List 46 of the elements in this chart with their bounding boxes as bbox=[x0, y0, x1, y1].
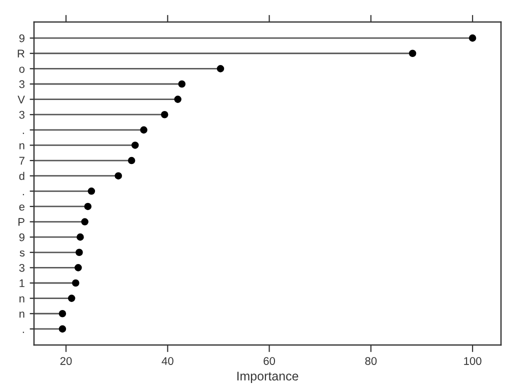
y-tick-label: . bbox=[22, 332, 24, 333]
point bbox=[72, 279, 80, 287]
y-tick-label: 9 bbox=[19, 34, 24, 42]
point bbox=[76, 248, 83, 256]
point bbox=[114, 172, 122, 180]
x-tick-label: 80 bbox=[365, 357, 377, 365]
point bbox=[140, 126, 148, 134]
point bbox=[131, 142, 139, 149]
y-tick-label: P bbox=[18, 218, 24, 226]
y-tick-label: s bbox=[20, 250, 25, 257]
point bbox=[58, 325, 66, 333]
y-tick-label: n bbox=[20, 312, 24, 318]
point bbox=[128, 156, 136, 164]
point bbox=[216, 65, 224, 72]
point bbox=[68, 294, 76, 302]
y-tick-label: . bbox=[22, 132, 24, 134]
y-tick-label: V bbox=[18, 96, 25, 104]
y-tick-label: o bbox=[19, 66, 25, 73]
point bbox=[178, 80, 186, 88]
point bbox=[58, 310, 66, 318]
x-tick-label: 100 bbox=[464, 357, 482, 365]
y-tick-label: n bbox=[20, 296, 24, 302]
y-tick-label: 3 bbox=[19, 110, 24, 119]
y-tick-label: d bbox=[19, 172, 24, 180]
point bbox=[81, 218, 88, 226]
x-tick-label: 40 bbox=[162, 357, 174, 365]
y-tick-label: 3 bbox=[19, 264, 24, 272]
point bbox=[174, 96, 182, 103]
point bbox=[408, 50, 416, 58]
y-tick-label: 3 bbox=[19, 80, 24, 88]
point bbox=[468, 34, 476, 42]
y-tick-label: 9 bbox=[19, 233, 24, 242]
x-tick-label: 20 bbox=[60, 357, 72, 365]
point bbox=[74, 264, 82, 272]
x-tick-label: 60 bbox=[264, 357, 276, 365]
y-tick-label: e bbox=[19, 204, 24, 211]
point bbox=[76, 233, 84, 241]
point bbox=[84, 202, 92, 210]
y-tick-label: 7 bbox=[19, 156, 24, 165]
point bbox=[160, 110, 168, 118]
x-axis-title: Importance bbox=[237, 372, 298, 383]
y-tick-label: 1 bbox=[20, 279, 24, 288]
point bbox=[88, 188, 96, 195]
y-tick-label: R bbox=[18, 50, 24, 58]
y-tick-label: n bbox=[20, 143, 24, 150]
y-tick-label: . bbox=[22, 194, 24, 196]
